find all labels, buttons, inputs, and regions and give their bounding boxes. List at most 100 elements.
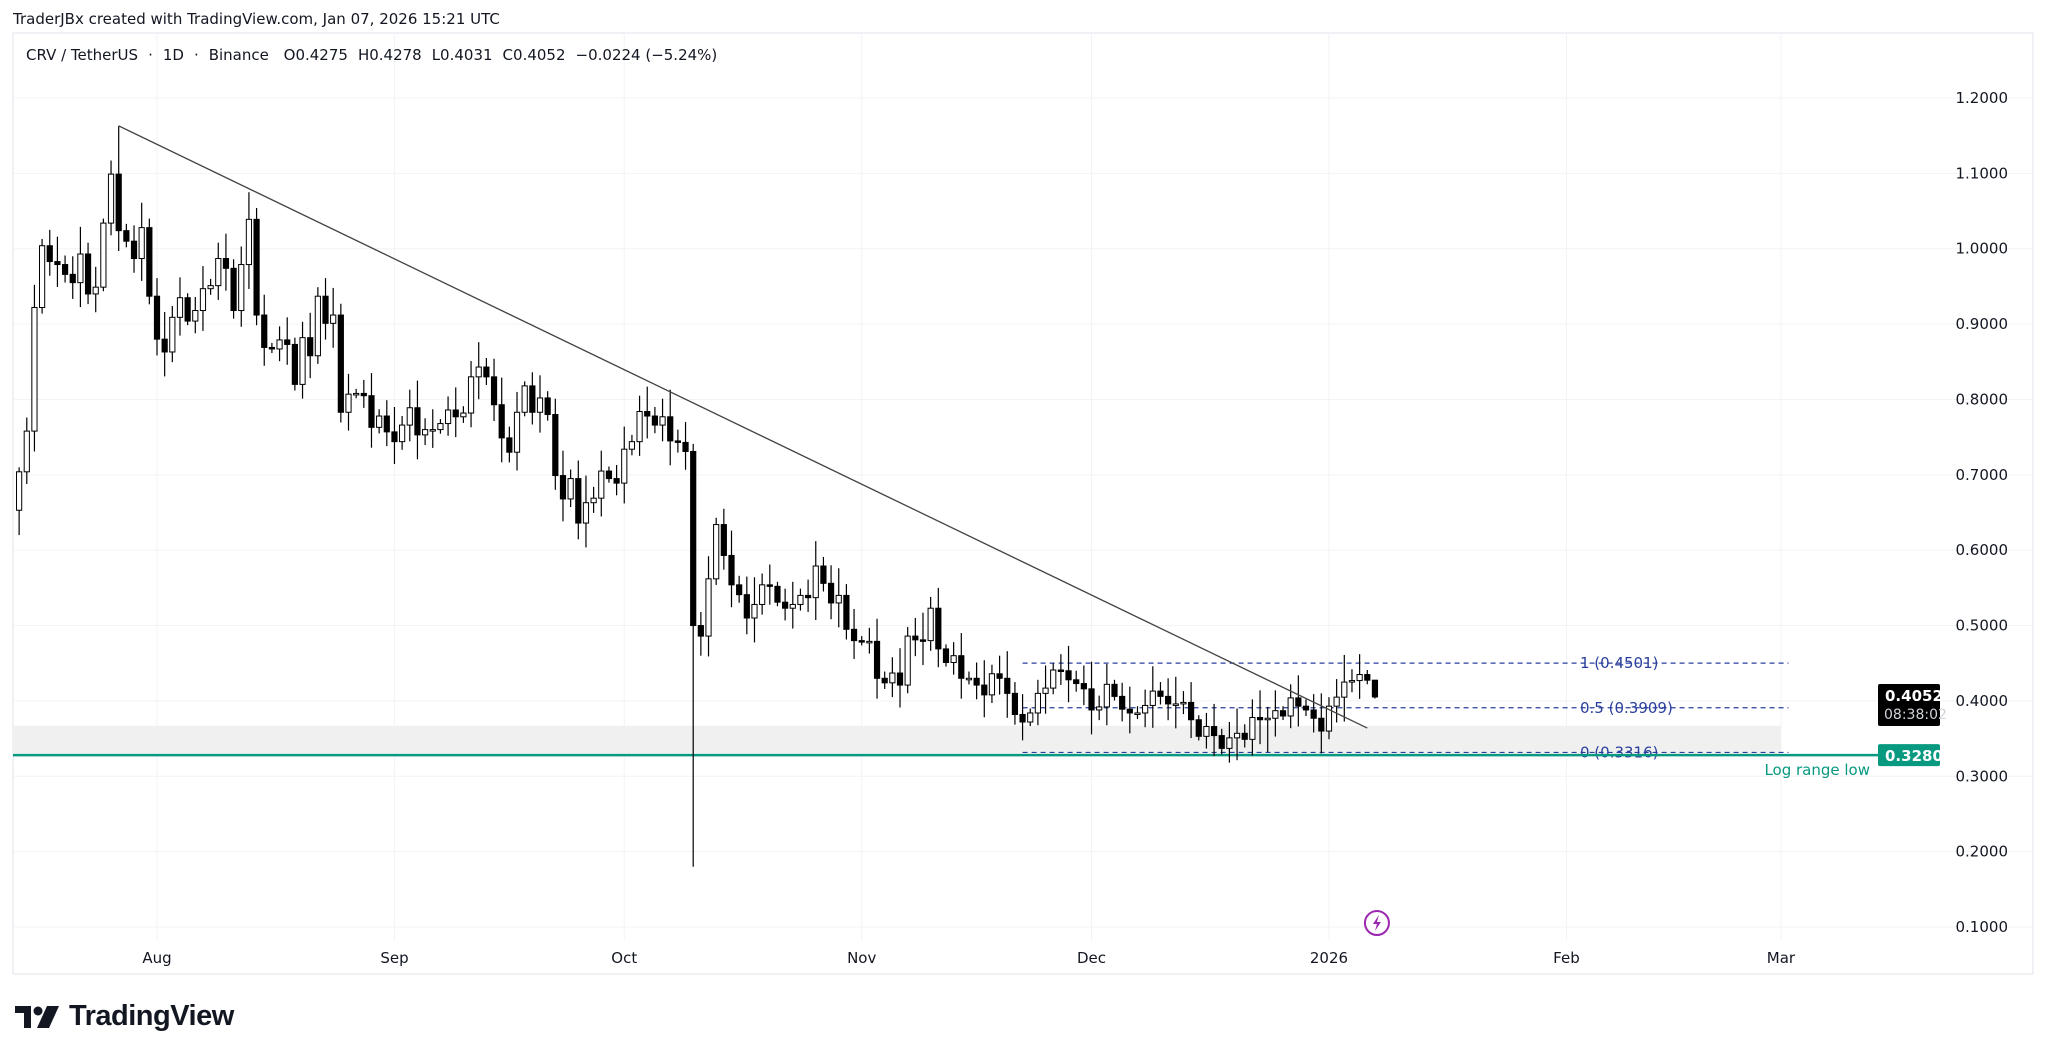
- candle: [942, 644, 950, 667]
- candle: [483, 358, 490, 385]
- candle-body: [238, 264, 245, 312]
- candle-body: [713, 524, 720, 580]
- candle-body: [621, 448, 628, 484]
- candle-body: [743, 594, 750, 619]
- time-tick-label: Mar: [1767, 949, 1796, 967]
- candle-body: [590, 497, 597, 504]
- candle: [23, 417, 30, 485]
- tradingview-logo[interactable]: TradingView: [15, 1000, 234, 1033]
- candle-body: [376, 415, 383, 428]
- candle: [674, 429, 681, 453]
- candle-body: [958, 655, 965, 679]
- candle-body: [674, 440, 681, 443]
- candle: [1256, 690, 1264, 745]
- candle-body: [100, 222, 107, 288]
- candle: [1226, 722, 1233, 763]
- candle: [766, 564, 773, 605]
- price-tick-label: 0.2000: [1956, 843, 2009, 861]
- candle: [123, 223, 130, 248]
- trendline-stroke[interactable]: [118, 125, 1368, 729]
- price-axis[interactable]: 1.2000 1.1000 1.0000 0.9000 0.8000 0.7000 0.60…: [1956, 89, 2009, 936]
- price-tick-label: 1.1000: [1956, 164, 2009, 182]
- candle-body: [529, 385, 536, 413]
- log-range-low-tag: [1878, 744, 1940, 767]
- candle: [268, 342, 275, 354]
- candle: [1042, 665, 1049, 714]
- candle: [337, 303, 344, 423]
- symbol-legend[interactable]: CRV / TetherUS · 1D · Binance O0.4275 H0.4278…: [26, 46, 727, 64]
- price-tick-label: 0.9000: [1956, 315, 2009, 333]
- trendline[interactable]: [118, 125, 1368, 729]
- candle: [467, 361, 475, 428]
- time-axis[interactable]: Aug Sep Oct Nov Dec 2026 Feb Mar: [142, 949, 1796, 967]
- candle-body: [69, 273, 76, 284]
- candle: [1119, 682, 1126, 722]
- candle: [904, 627, 911, 694]
- candle: [77, 226, 84, 308]
- fib-retracement[interactable]: 1 (0.4501) 0.5 (0.3909) 0 (0.3316): [1022, 654, 1789, 761]
- candle-body: [942, 648, 950, 663]
- candle-body: [146, 227, 153, 297]
- event-marker[interactable]: [1363, 910, 1390, 936]
- candle-body: [1080, 683, 1087, 690]
- candle-body: [582, 502, 590, 524]
- candle: [644, 386, 651, 439]
- symbol-exchange: Binance: [208, 46, 269, 64]
- candle-body: [1019, 713, 1026, 723]
- candle: [720, 508, 727, 570]
- candle-body: [161, 338, 168, 353]
- price-tick-label: 0.5000: [1956, 617, 2009, 635]
- candle-body: [651, 415, 658, 426]
- candle-body: [199, 288, 207, 312]
- candle: [789, 581, 796, 629]
- candle-body: [912, 635, 919, 641]
- ohlc-close: C0.4052: [502, 46, 566, 64]
- candle-body: [1165, 695, 1172, 705]
- support-zone: [13, 725, 1781, 754]
- candle: [1019, 694, 1026, 741]
- candle: [276, 326, 283, 362]
- price-tick-label: 0.8000: [1956, 390, 2009, 408]
- candle-body: [184, 297, 191, 322]
- candle: [1011, 682, 1019, 725]
- candle-body: [506, 437, 513, 453]
- fib-level-label: 1 (0.4501): [1580, 654, 1659, 672]
- candle: [192, 296, 199, 334]
- candle: [1134, 706, 1141, 720]
- candle-body: [207, 285, 214, 290]
- last-price-tag: [1878, 683, 1940, 726]
- candle-body: [61, 264, 69, 275]
- candle-body: [345, 393, 352, 413]
- candle: [743, 576, 750, 635]
- candle: [713, 517, 720, 585]
- candle-body: [690, 450, 697, 627]
- candle: [605, 466, 613, 483]
- candle: [138, 202, 145, 281]
- candle-body: [759, 584, 766, 605]
- candle-body: [245, 218, 253, 266]
- candle-body: [437, 423, 444, 431]
- candle: [422, 418, 429, 446]
- candle: [199, 266, 207, 331]
- candle: [866, 627, 873, 654]
- log-range-low-line[interactable]: Log range low: [13, 753, 1878, 779]
- lightning-bolt-glyph: [1372, 915, 1381, 931]
- candle-body: [138, 227, 145, 260]
- candle: [391, 406, 398, 465]
- candle: [1050, 663, 1057, 695]
- candle-body: [1310, 709, 1317, 719]
- candle: [406, 389, 413, 442]
- chart-pane-border: [12, 32, 2034, 975]
- candle-body: [605, 470, 613, 480]
- time-tick-label: Sep: [380, 949, 408, 967]
- candle: [1356, 654, 1363, 699]
- candle-body: [299, 337, 306, 385]
- candle-body: [973, 677, 980, 686]
- candle-body: [797, 594, 804, 605]
- candle: [559, 450, 567, 522]
- candle-body: [490, 376, 498, 406]
- bar-countdown: 08:38:02: [1884, 707, 1947, 723]
- candle-body: [1325, 705, 1333, 732]
- candle-body: [1279, 710, 1287, 717]
